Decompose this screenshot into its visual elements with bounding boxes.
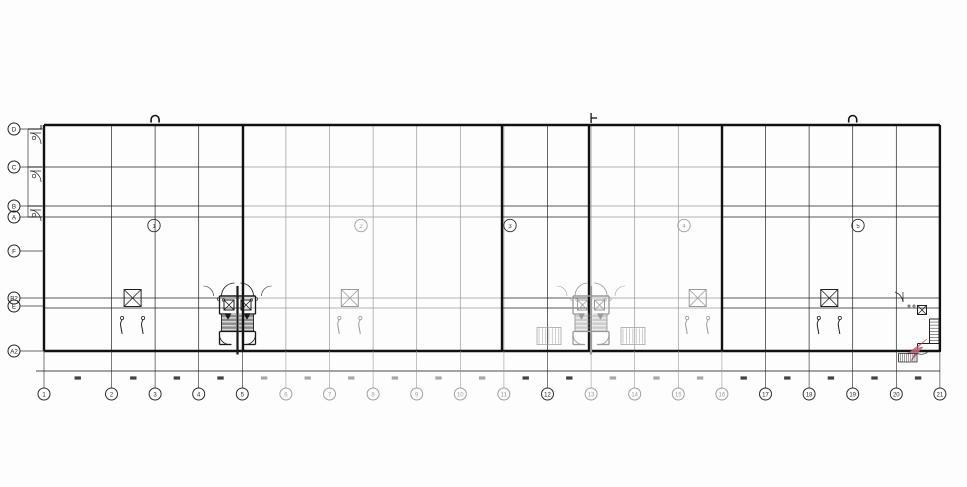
svg-text:12: 12 <box>544 393 551 399</box>
svg-text:B2: B2 <box>10 296 18 303</box>
svg-text:10: 10 <box>457 393 464 399</box>
svg-text:B: B <box>12 204 16 211</box>
svg-text:D: D <box>12 127 17 134</box>
svg-text:A2: A2 <box>10 349 18 356</box>
svg-text:E: E <box>12 304 16 311</box>
svg-text:11: 11 <box>501 393 508 399</box>
svg-text:15: 15 <box>675 393 682 399</box>
svg-text:13: 13 <box>588 393 595 399</box>
svg-text:21: 21 <box>937 393 944 399</box>
svg-text:C: C <box>12 165 17 172</box>
svg-text:20: 20 <box>893 393 900 399</box>
svg-text:14: 14 <box>631 393 638 399</box>
svg-text:F: F <box>12 249 16 256</box>
svg-text:17: 17 <box>762 393 769 399</box>
svg-text:16: 16 <box>719 393 726 399</box>
svg-text:18: 18 <box>806 393 813 399</box>
svg-text:19: 19 <box>849 393 856 399</box>
